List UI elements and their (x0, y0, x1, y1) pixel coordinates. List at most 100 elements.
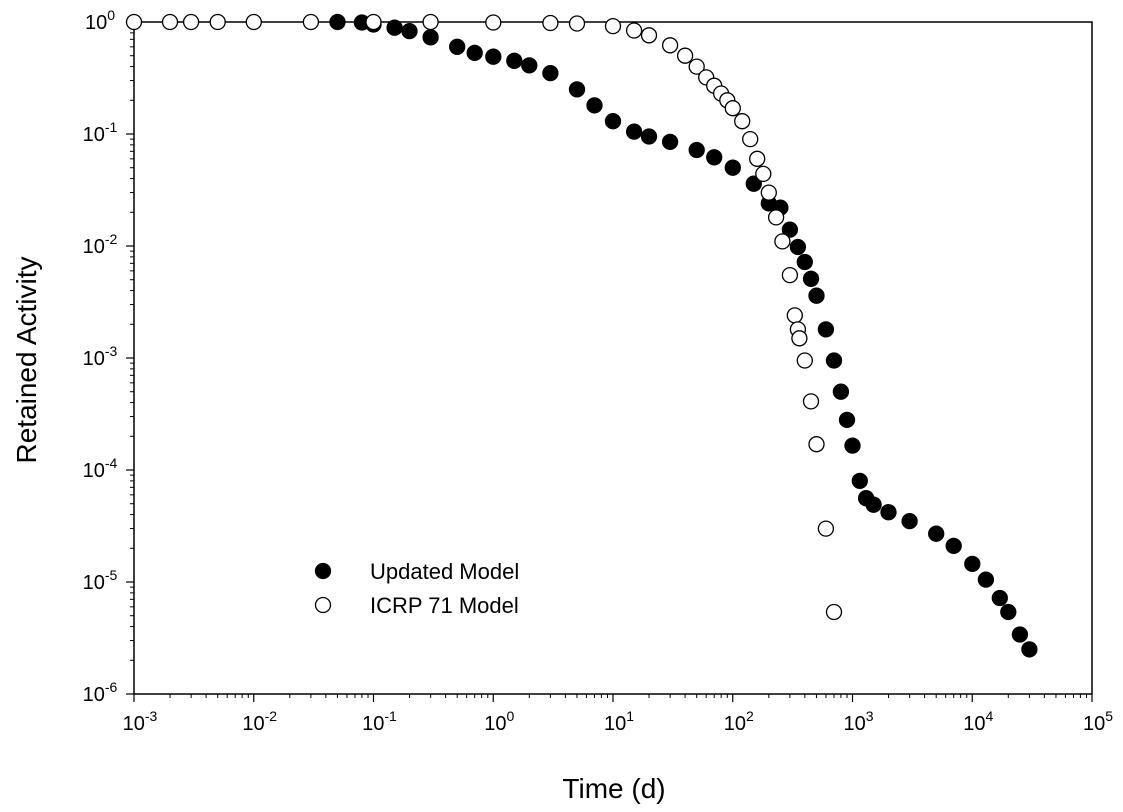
data-point (901, 512, 918, 530)
data-point (586, 97, 603, 114)
data-point (640, 128, 658, 145)
data-point (781, 221, 799, 238)
data-point (991, 589, 1008, 607)
y-tick-label: 10-3 (83, 343, 118, 370)
legend-marker (314, 562, 332, 580)
data-point (749, 150, 766, 167)
y-tick-label: 10-1 (83, 119, 118, 146)
data-point (838, 411, 856, 429)
data-point (865, 496, 882, 513)
data-point (625, 22, 643, 39)
data-point (825, 603, 843, 621)
data-point (851, 472, 868, 490)
x-tick-label: 104 (963, 708, 993, 735)
data-point (209, 13, 226, 31)
data-point (245, 13, 262, 31)
data-series (125, 13, 1038, 658)
data-point (734, 113, 751, 130)
y-tick-label: 10-5 (83, 567, 118, 594)
data-point (625, 123, 643, 140)
y-tick-label: 10-2 (83, 231, 118, 258)
data-point (302, 13, 320, 31)
y-tick-label: 10-4 (83, 455, 118, 482)
data-point (1000, 603, 1017, 621)
data-point (774, 233, 791, 250)
data-point (688, 58, 705, 75)
x-tick-label: 102 (724, 708, 754, 735)
x-tick-label: 103 (843, 708, 873, 735)
data-point (796, 352, 813, 369)
data-point (676, 47, 694, 64)
data-point (786, 307, 803, 324)
data-point (880, 504, 897, 521)
data-point (825, 352, 843, 369)
data-point (506, 52, 523, 69)
series-icrp-71-model (125, 13, 843, 621)
data-point (329, 13, 346, 31)
data-point (1011, 626, 1029, 643)
x-tick-label: 105 (1083, 708, 1113, 735)
data-point (724, 159, 741, 176)
data-point (964, 555, 981, 573)
data-point (422, 29, 439, 46)
data-point (386, 19, 403, 36)
data-point (568, 15, 586, 32)
data-point (844, 437, 861, 454)
data-point (706, 149, 723, 166)
data-point (661, 133, 679, 151)
data-point (182, 13, 200, 31)
data-point (422, 13, 439, 31)
data-point (449, 38, 466, 55)
data-point (796, 253, 813, 271)
data-point (977, 571, 995, 588)
y-tick-label: 10-6 (83, 679, 118, 706)
data-point (802, 393, 820, 410)
data-point (781, 266, 799, 284)
data-point (808, 436, 825, 453)
data-point (688, 141, 705, 159)
data-point (742, 130, 759, 148)
data-point (724, 100, 741, 117)
data-point (542, 14, 559, 32)
y-axis-ticks: 100 10-1 10-2 10-3 10-4 10-5 10-6 (83, 7, 134, 706)
legend-label: Updated Model (370, 559, 519, 584)
data-point (808, 287, 825, 304)
data-point (604, 17, 622, 35)
data-point (365, 13, 382, 31)
data-point (945, 537, 962, 555)
data-point (817, 520, 835, 537)
data-point (568, 81, 586, 98)
data-point (832, 383, 850, 400)
data-point (928, 525, 945, 542)
x-tick-label: 101 (604, 708, 634, 735)
y-axis-title: Retained Activity (11, 257, 42, 464)
x-tick-label: 10-2 (242, 708, 277, 735)
legend-marker (314, 596, 332, 614)
data-point (1021, 641, 1038, 658)
data-point (161, 13, 179, 31)
data-point (604, 113, 622, 130)
data-point (802, 270, 820, 287)
x-tick-label: 100 (484, 708, 514, 735)
x-axis-label: Time (d) (562, 773, 665, 804)
y-axis-label: Retained Activity (11, 257, 42, 464)
data-point (466, 44, 483, 62)
data-point (661, 37, 679, 54)
data-point (485, 48, 502, 65)
x-tick-label: 10-1 (362, 708, 397, 735)
data-point (791, 330, 808, 347)
data-point (760, 184, 777, 201)
data-point (521, 57, 538, 74)
legend-label: ICRP 71 Model (370, 593, 519, 618)
data-point (745, 175, 762, 192)
y-tick-label: 100 (85, 7, 115, 34)
data-point (767, 209, 785, 226)
x-tick-label: 10-3 (123, 708, 158, 735)
data-point (401, 22, 418, 40)
data-point (817, 321, 835, 338)
data-point (755, 165, 772, 183)
data-point (125, 13, 143, 31)
data-point (542, 64, 559, 82)
legend: Updated Model ICRP 71 Model (314, 559, 519, 618)
